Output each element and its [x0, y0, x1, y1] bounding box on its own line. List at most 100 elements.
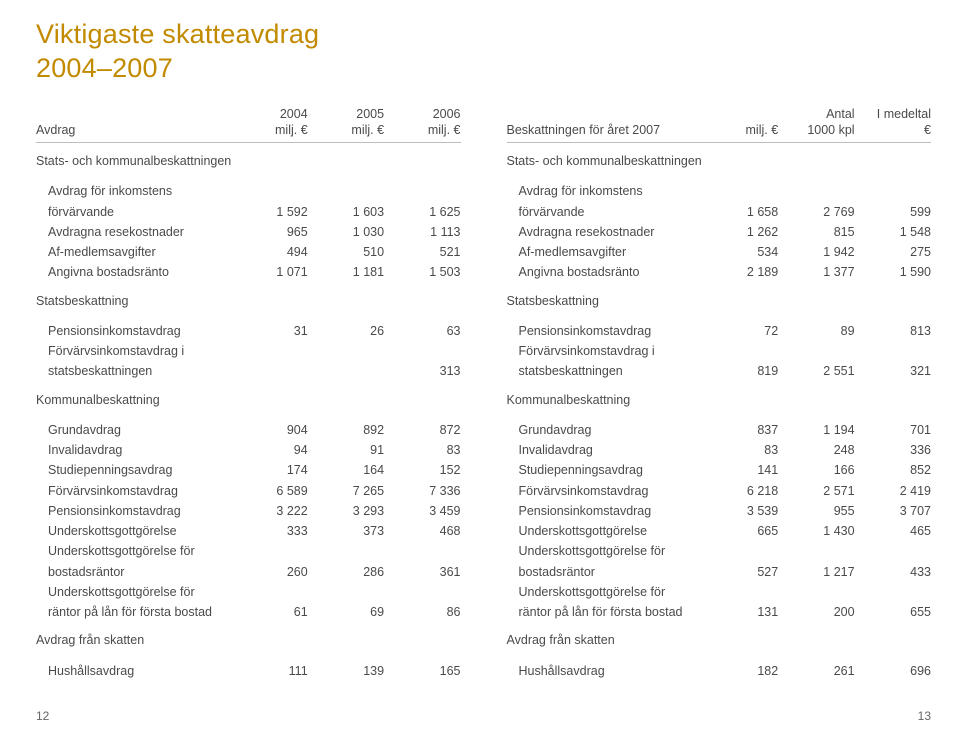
row-value: 164	[308, 460, 384, 480]
title-line-1: Viktigaste skatteavdrag	[36, 19, 319, 49]
row-value: 131	[702, 602, 778, 622]
row-label: Af-medlemsavgifter	[36, 242, 231, 262]
row-value: 94	[231, 440, 307, 460]
left-column: Avdrag2004milj. €2005milj. €2006milj. €S…	[36, 104, 461, 681]
row-label-wrap-2: bostadsräntor	[36, 562, 231, 582]
row-value: 26	[308, 321, 384, 341]
row-value: 494	[231, 242, 307, 262]
row-value: 468	[384, 521, 460, 541]
header-col-3: 2006milj. €	[384, 104, 460, 143]
row-value: 91	[308, 440, 384, 460]
row-value: 433	[855, 562, 931, 582]
row-label: Angivna bostadsränto	[507, 262, 702, 282]
row-label: Hushållsavdrag	[36, 661, 231, 681]
row-value: 7 336	[384, 481, 460, 501]
row-label: Angivna bostadsränto	[36, 262, 231, 282]
header-label: Avdrag	[36, 104, 231, 143]
row-value: 815	[778, 222, 854, 242]
row-value: 1 625	[384, 202, 460, 222]
row-label-wrap-1: Underskottsgottgörelse för	[507, 541, 932, 561]
row-value: 1 194	[778, 420, 854, 440]
row-label: Hushållsavdrag	[507, 661, 702, 681]
header-col-3: I medeltal€	[855, 104, 931, 143]
right-column: Beskattningen för året 2007milj. €Antal1…	[507, 104, 932, 681]
row-value: 1 377	[778, 262, 854, 282]
page-title: Viktigaste skatteavdrag 2004–2007	[36, 18, 931, 86]
row-value: 465	[855, 521, 931, 541]
row-label: Förvärvsinkomstavdrag	[507, 481, 702, 501]
section-heading: Kommunalbeskattning	[36, 382, 461, 410]
row-value: 83	[702, 440, 778, 460]
row-value: 2 769	[778, 202, 854, 222]
row-value: 182	[702, 661, 778, 681]
row-value: 174	[231, 460, 307, 480]
row-value	[308, 361, 384, 381]
row-value: 1 113	[384, 222, 460, 242]
row-value: 534	[702, 242, 778, 262]
row-value: 955	[778, 501, 854, 521]
row-label: Invalidavdrag	[507, 440, 702, 460]
row-value: 3 707	[855, 501, 931, 521]
page-footer: 12 13	[36, 709, 931, 723]
row-value: 72	[702, 321, 778, 341]
row-label: Studiepenningsavdrag	[36, 460, 231, 480]
row-value: 200	[778, 602, 854, 622]
section-heading: Avdrag från skatten	[507, 622, 932, 650]
row-value: 655	[855, 602, 931, 622]
row-label: Underskottsgottgörelse	[36, 521, 231, 541]
row-value: 286	[308, 562, 384, 582]
row-value: 111	[231, 661, 307, 681]
row-value: 1 262	[702, 222, 778, 242]
row-value: 165	[384, 661, 460, 681]
row-value: 872	[384, 420, 460, 440]
row-label: förvärvande	[36, 202, 231, 222]
document-page: Viktigaste skatteavdrag 2004–2007 Avdrag…	[0, 0, 959, 737]
section-heading: Stats- och kommunalbeskattningen	[36, 143, 461, 172]
row-value: 275	[855, 242, 931, 262]
row-label-wrap-2: räntor på lån för första bostad	[507, 602, 702, 622]
row-value: 261	[778, 661, 854, 681]
row-value: 819	[702, 361, 778, 381]
header-col-2: Antal1000 kpl	[778, 104, 854, 143]
header-col-1: milj. €	[702, 104, 778, 143]
row-value: 83	[384, 440, 460, 460]
row-label: Förvärvsinkomstavdrag	[36, 481, 231, 501]
row-label-wrap-1: Underskottsgottgörelse för	[36, 582, 461, 602]
row-value: 86	[384, 602, 460, 622]
row-value: 31	[231, 321, 307, 341]
row-label: Grundavdrag	[507, 420, 702, 440]
row-value: 527	[702, 562, 778, 582]
row-label-wrap-2: statsbeskattningen	[36, 361, 231, 381]
row-label: Pensionsinkomstavdrag	[507, 321, 702, 341]
row-value: 3 539	[702, 501, 778, 521]
header-col-1: 2004milj. €	[231, 104, 307, 143]
row-value: 63	[384, 321, 460, 341]
section-heading: Stats- och kommunalbeskattningen	[507, 143, 932, 172]
row-value: 1 503	[384, 262, 460, 282]
title-line-2: 2004–2007	[36, 53, 173, 83]
row-value: 1 548	[855, 222, 931, 242]
row-value: 1 590	[855, 262, 931, 282]
row-label: förvärvande	[507, 202, 702, 222]
header-label: Beskattningen för året 2007	[507, 104, 702, 143]
row-value: 2 571	[778, 481, 854, 501]
row-value: 965	[231, 222, 307, 242]
section-heading: Statsbeskattning	[36, 283, 461, 311]
row-label-wrap-1: Underskottsgottgörelse för	[36, 541, 461, 561]
sub-heading: Avdrag för inkomstens	[507, 181, 932, 201]
deduction-table: Avdrag2004milj. €2005milj. €2006milj. €S…	[36, 104, 461, 681]
row-value: 1 430	[778, 521, 854, 541]
header-col-2: 2005milj. €	[308, 104, 384, 143]
section-heading: Kommunalbeskattning	[507, 382, 932, 410]
section-heading: Avdrag från skatten	[36, 622, 461, 650]
row-value: 152	[384, 460, 460, 480]
row-value: 139	[308, 661, 384, 681]
page-number-left: 12	[36, 709, 49, 723]
row-value: 248	[778, 440, 854, 460]
row-label-wrap-1: Förvärvsinkomstavdrag i	[507, 341, 932, 361]
row-value: 321	[855, 361, 931, 381]
row-label: Pensionsinkomstavdrag	[507, 501, 702, 521]
row-value: 333	[231, 521, 307, 541]
row-value: 361	[384, 562, 460, 582]
row-value: 904	[231, 420, 307, 440]
